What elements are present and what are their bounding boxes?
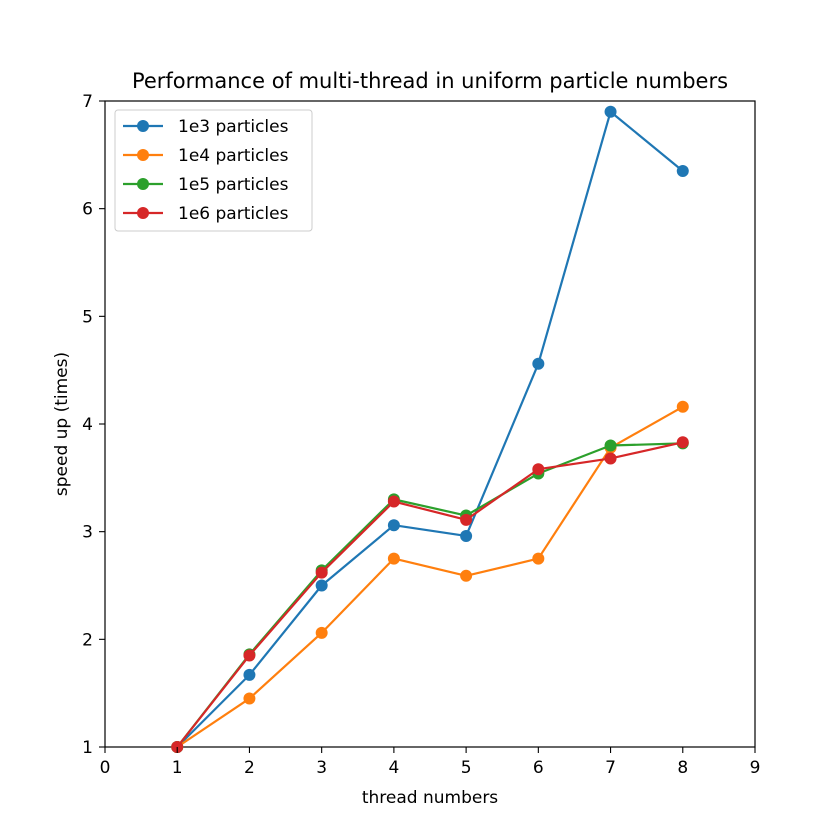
- plot-area: [104, 100, 756, 753]
- data-point: [243, 649, 256, 662]
- data-point: [676, 400, 689, 413]
- legend-entry: 1e6 particles: [123, 204, 289, 224]
- y-tick-label: 7: [82, 92, 93, 112]
- y-tick-label: 6: [82, 200, 93, 220]
- data-point: [604, 439, 617, 452]
- data-point: [387, 519, 400, 532]
- legend: 1e3 particles 1e4 particles 1e5 particles 1…: [114, 109, 313, 232]
- data-point: [676, 164, 689, 177]
- chart-title: Performance of multi-thread in uniform p…: [132, 69, 728, 93]
- legend-label: 1e3 particles: [178, 117, 289, 137]
- series-3: [171, 437, 689, 753]
- x-tick-label: 3: [316, 758, 327, 778]
- data-point: [243, 692, 256, 705]
- legend-marker: [137, 149, 149, 161]
- legend-marker: [137, 178, 149, 190]
- series-line: [176, 441, 684, 748]
- data-point: [460, 529, 473, 542]
- y-tick-label: 2: [82, 630, 93, 650]
- x-tick-label: 9: [750, 758, 761, 778]
- legend-entries: 1e3 particles 1e4 particles 1e5 particles 1…: [123, 117, 289, 224]
- data-point: [387, 495, 400, 508]
- data-point: [243, 668, 256, 681]
- data-point: [315, 626, 328, 639]
- data-point: [460, 513, 473, 526]
- x-tick-label: 4: [388, 758, 399, 778]
- legend-marker: [137, 207, 149, 219]
- legend-label: 1e6 particles: [178, 204, 289, 224]
- data-point: [387, 552, 400, 565]
- x-tick-label: 1: [172, 758, 183, 778]
- data-point: [676, 436, 689, 449]
- legend-entry: 1e5 particles: [123, 175, 289, 195]
- legend-box: [114, 109, 313, 232]
- x-tick-label: 2: [244, 758, 255, 778]
- x-tick-label: 0: [100, 758, 111, 778]
- data-point: [532, 357, 545, 370]
- y-axis: 1 2 3 4 5 6 7: [82, 92, 105, 758]
- series-line: [176, 405, 684, 748]
- y-tick-label: 1: [82, 738, 93, 758]
- x-tick-label: 6: [533, 758, 544, 778]
- data-point: [532, 463, 545, 476]
- x-tick-label: 8: [677, 758, 688, 778]
- data-point: [604, 452, 617, 465]
- legend-label: 1e5 particles: [178, 175, 289, 195]
- series-1: [171, 105, 689, 753]
- series-layer: [171, 105, 689, 753]
- y-tick-label: 5: [82, 307, 93, 327]
- legend-label: 1e4 particles: [178, 146, 289, 166]
- y-axis-label: speed up (times): [52, 352, 72, 496]
- data-point: [460, 569, 473, 582]
- data-point: [315, 579, 328, 592]
- data-point: [604, 105, 617, 118]
- data-point: [315, 566, 328, 579]
- legend-entry: 1e4 particles: [123, 146, 289, 166]
- y-tick-label: 3: [82, 523, 93, 543]
- series-4: [171, 436, 689, 753]
- x-tick-label: 5: [461, 758, 472, 778]
- legend-entry: 1e3 particles: [123, 117, 289, 137]
- legend-marker: [137, 120, 149, 132]
- data-point: [532, 552, 545, 565]
- y-tick-label: 4: [82, 415, 93, 435]
- x-axis-label: thread numbers: [362, 788, 498, 808]
- series-line: [176, 110, 684, 748]
- x-tick-label: 7: [605, 758, 616, 778]
- x-axis: 0 1 2 3 4 5 6 7 8 9: [100, 747, 761, 778]
